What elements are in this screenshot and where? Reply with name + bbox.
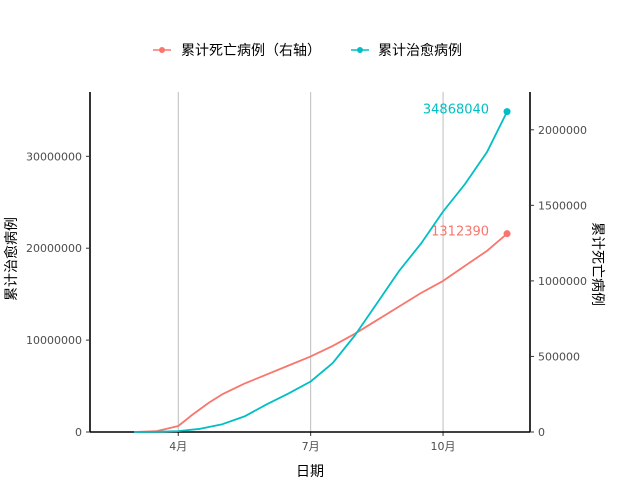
y-right-tick-label: 1000000	[538, 275, 587, 288]
legend-swatch-deaths-point	[159, 47, 165, 53]
x-tick-label: 7月	[302, 440, 320, 453]
y-axis-right-title: 累计死亡病例	[589, 222, 605, 306]
legend-entry-recovered: 累计治愈病例	[351, 43, 462, 59]
y-right-tick-label: 0	[538, 426, 545, 439]
legend: 累计死亡病例（右轴） 累计治愈病例	[153, 43, 462, 59]
legend-swatch-recovered-point	[357, 47, 363, 53]
series-layer: 1312390 34868040	[134, 103, 511, 433]
series-end-point-deaths	[503, 230, 511, 238]
legend-label-recovered: 累计治愈病例	[378, 43, 462, 59]
legend-entry-deaths: 累计死亡病例（右轴）	[153, 43, 321, 59]
legend-label-deaths: 累计死亡病例（右轴）	[181, 43, 321, 59]
y-left-tick-label: 30000000	[26, 150, 82, 163]
y-left-tick-label: 20000000	[26, 242, 82, 255]
series-line-deaths	[134, 233, 508, 433]
series-end-point-recovered	[503, 108, 511, 116]
grid	[177, 92, 444, 432]
x-tick-label: 10月	[431, 440, 456, 453]
y-right-tick-label: 500000	[538, 350, 580, 363]
tick-labels: 4月 7月 10月 0 10000000 20000000 30000000 0 500000 1…	[26, 124, 587, 453]
series-end-label-deaths: 1312390	[431, 225, 489, 240]
series-end-label-recovered: 34868040	[423, 103, 489, 118]
series-line-recovered	[134, 111, 508, 433]
x-tick-label: 4月	[169, 440, 187, 453]
y-left-tick-label: 0	[75, 426, 82, 439]
y-right-tick-label: 2000000	[538, 124, 587, 137]
y-left-tick-label: 10000000	[26, 334, 82, 347]
x-axis-title: 日期	[296, 464, 324, 480]
y-axis-left-title: 累计治愈病例	[4, 217, 20, 301]
y-right-tick-label: 1500000	[538, 199, 587, 212]
